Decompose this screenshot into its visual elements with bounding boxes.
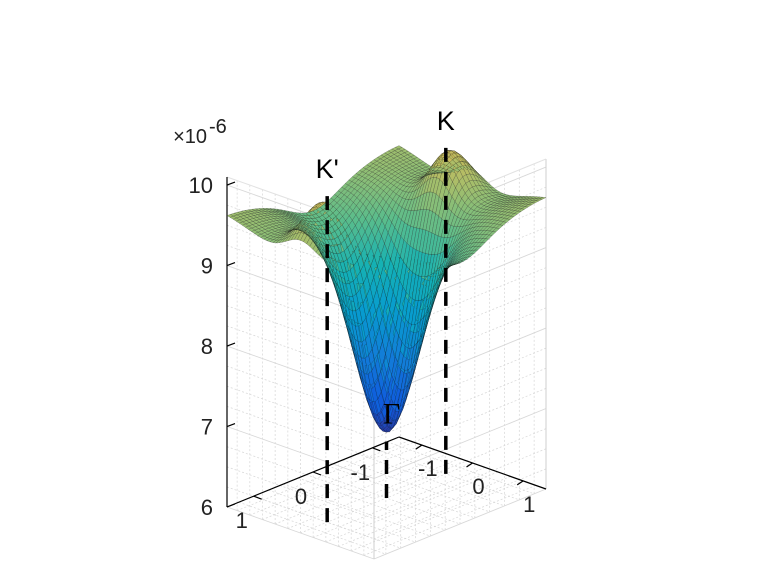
z-scale-factor-base: ×10 (173, 126, 207, 148)
y-tick-label: 1 (523, 492, 535, 517)
z-tick-label: 10 (189, 173, 213, 198)
z-scale-factor-exponent: -6 (209, 116, 227, 138)
y-tick-mark (516, 480, 524, 486)
floor-grid-y (275, 453, 448, 525)
floor-grid-y (325, 471, 498, 543)
x-tick-mark (253, 495, 262, 500)
z-tick-mark (226, 261, 236, 267)
right-wall-grid-h (373, 267, 547, 339)
floor-grid-y (338, 476, 511, 547)
back-wall-grid-h (226, 365, 375, 419)
floor-grid-x (283, 483, 431, 537)
back-wall-grid-h (226, 466, 375, 520)
right-wall-grid-h (373, 448, 547, 520)
marker-label-gamma: Γ (383, 398, 400, 431)
floor-grid-y (363, 485, 537, 556)
floor-grid-x (238, 501, 386, 555)
right-wall-grid-h (373, 287, 547, 359)
marker-label-kprime: K' (316, 154, 339, 184)
z-tick-label: 8 (201, 334, 213, 359)
z-tick-mark (226, 503, 236, 508)
right-wall-grid-h (373, 307, 547, 379)
surface-facet (538, 197, 547, 200)
floor-grid-x (298, 477, 446, 531)
x-tick-mark (312, 471, 322, 476)
surface-layer (226, 145, 547, 433)
floor-grid-y (351, 480, 524, 552)
y-tick-mark (415, 444, 423, 450)
floor-grid-y (313, 467, 486, 538)
right-wall-grid-h (373, 367, 547, 439)
x-tick-label: 0 (295, 484, 307, 509)
y-tick-label: -1 (418, 456, 438, 481)
z-tick-mark (226, 342, 236, 347)
x-tick-label: -1 (351, 460, 371, 485)
z-tick-label: 9 (201, 254, 213, 279)
back-wall-major-h (226, 426, 375, 479)
z-tick-label: 7 (201, 415, 213, 440)
back-wall-grid-h (226, 305, 375, 359)
right-wall-major-h (373, 488, 547, 560)
z-tick-label: 6 (201, 495, 213, 520)
annotation-layer: K Γ K' (316, 106, 455, 523)
x-tick-label: 1 (236, 508, 248, 533)
back-wall-major-h (226, 345, 375, 399)
floor-grid-y (236, 440, 410, 511)
right-wall-major-h (373, 408, 547, 479)
back-wall-grid-h (226, 385, 375, 439)
right-wall-grid-h (373, 347, 547, 419)
back-wall-grid-h (226, 446, 375, 499)
right-wall-grid-h (373, 428, 547, 499)
back-wall-grid-h (226, 406, 375, 459)
z-tick-mark (226, 181, 236, 186)
y-tick-label: 0 (472, 474, 484, 499)
right-wall-grid-h (373, 468, 547, 540)
floor-grid-x (268, 489, 416, 543)
back-wall-major-h (226, 506, 375, 560)
right-wall-grid-h (373, 388, 547, 459)
z-tick-mark (226, 422, 236, 428)
y-tick-mark (466, 462, 473, 468)
marker-label-k: K (437, 106, 455, 136)
x-tick-mark (372, 447, 381, 452)
back-wall-grid-h (226, 325, 375, 379)
back-wall-grid-h (226, 486, 375, 540)
